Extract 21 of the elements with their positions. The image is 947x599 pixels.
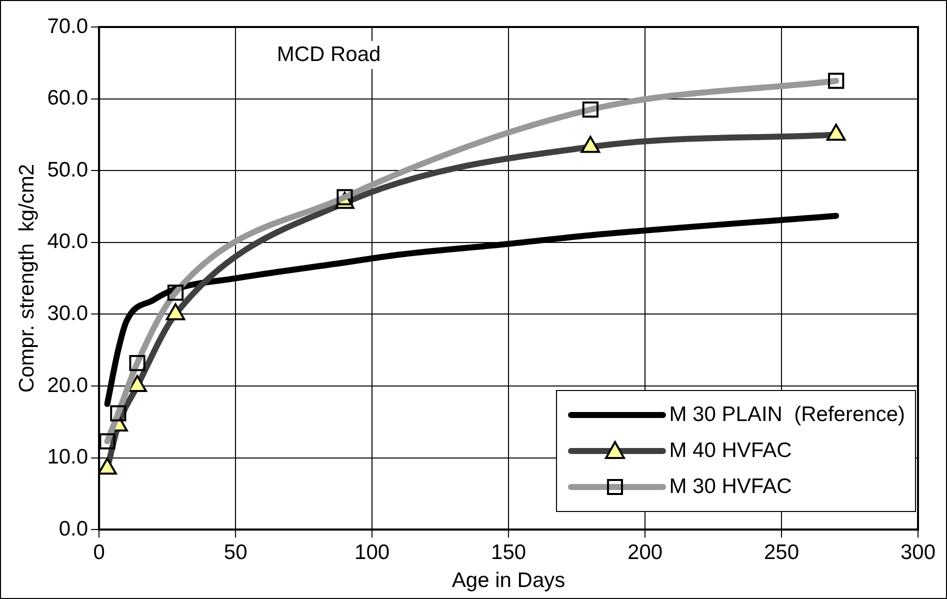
y-tick-label: 50.0	[47, 158, 88, 182]
y-tick-label: 20.0	[47, 374, 88, 397]
y-tick-label: 10.0	[47, 446, 88, 469]
y-tick-label: 30.0	[47, 302, 88, 325]
x-tick-label: 200	[628, 540, 663, 564]
y-tick-label: 60.0	[47, 86, 88, 110]
y-tick-label: 0.0	[58, 517, 88, 540]
x-axis-title: Age in Days	[452, 569, 566, 592]
legend-label: M 30 HVFAC	[669, 474, 792, 499]
annotation: MCD Road	[276, 43, 381, 67]
x-tick-label: 50	[224, 540, 248, 564]
legend-label: M 40 HVFAC	[669, 438, 792, 463]
y-axis-title: Compr. strength kg/cm2	[15, 164, 38, 393]
x-tick-label: 250	[764, 540, 800, 564]
x-tick-label: 300	[900, 540, 936, 564]
x-tick-label: 100	[354, 540, 390, 564]
legend-label: M 30 PLAIN (Reference)	[669, 402, 905, 427]
y-tick-label: 70.0	[47, 14, 88, 38]
x-tick-label: 150	[491, 540, 526, 564]
x-tick-label: 0	[93, 540, 105, 564]
y-tick-label: 40.0	[47, 230, 88, 254]
